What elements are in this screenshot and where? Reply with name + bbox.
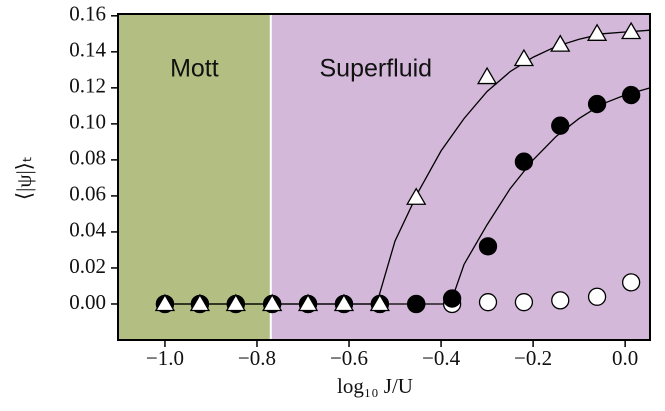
x-tick-label: −0.6 [330, 346, 368, 370]
circle-marker [478, 293, 498, 312]
triangle-marker [550, 34, 571, 52]
y-tick-label: 0.04 [69, 218, 106, 242]
y-tick-label: 0.12 [69, 74, 106, 98]
y-tick-label: 0.08 [69, 146, 106, 170]
x-tick-label: −1.0 [146, 346, 184, 370]
triangle-marker [586, 23, 608, 41]
circle-marker [621, 85, 641, 105]
x-tick-label: −0.4 [422, 346, 461, 370]
triangle-marker [513, 48, 535, 67]
circle-marker [587, 287, 607, 306]
region-label: Mott [170, 55, 219, 83]
region [118, 14, 271, 340]
triangle-marker [297, 293, 319, 312]
triangle-marker [189, 293, 211, 312]
circle-marker [514, 293, 534, 312]
plot-frame [117, 13, 651, 341]
x-tick-label: −0.8 [238, 346, 276, 370]
x-tick-label: 0.0 [612, 346, 638, 370]
circle-marker [551, 116, 570, 135]
fit-line [164, 87, 651, 305]
triangle-marker [406, 187, 427, 205]
triangle-marker [369, 293, 390, 312]
circle-marker [551, 291, 570, 310]
region-label: Superfluid [319, 55, 432, 83]
region [270, 14, 650, 340]
y-tick-label: 0.06 [69, 182, 106, 206]
triangle-marker [621, 21, 642, 40]
triangle-marker [476, 66, 498, 85]
triangle-marker [333, 293, 355, 312]
circle-marker [514, 152, 534, 171]
triangle-marker [225, 293, 246, 312]
y-tick-label: 0.00 [69, 290, 106, 314]
circle-marker [587, 94, 607, 114]
y-tick-label: 0.14 [69, 38, 106, 62]
x-axis-label: log₁₀ J/U [337, 374, 413, 398]
x-tick-label: −0.2 [514, 346, 552, 370]
circle-marker [442, 289, 462, 308]
circle-marker [478, 237, 498, 256]
y-tick-label: 0.10 [69, 110, 106, 134]
y-tick-label: 0.02 [69, 254, 106, 278]
triangle-marker [262, 293, 283, 312]
circle-marker [407, 294, 426, 314]
y-axis-label: ⟨|ψ|⟩ₜ [12, 156, 36, 200]
triangle-marker [154, 293, 176, 312]
circle-marker [621, 273, 641, 292]
y-tick-label: 0.16 [69, 2, 106, 26]
